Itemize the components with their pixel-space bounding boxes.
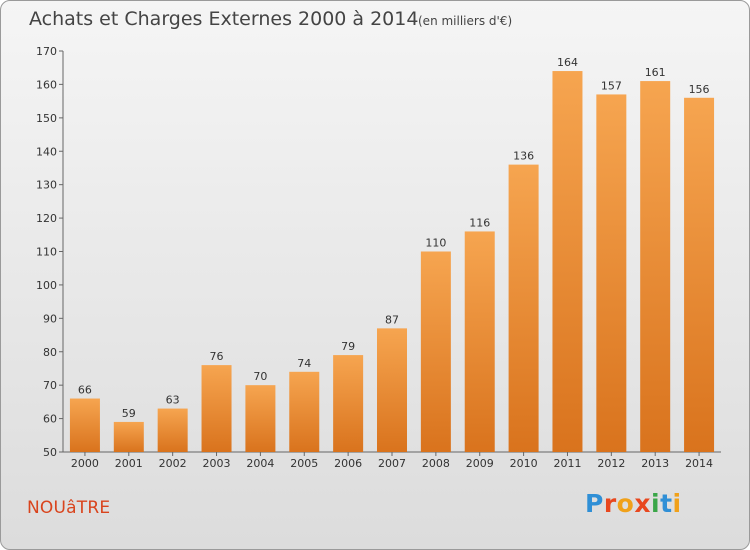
bar-value-label: 87	[385, 313, 399, 326]
y-tick-label: 50	[43, 446, 57, 459]
y-tick-label: 160	[36, 78, 57, 91]
bar-value-label: 63	[166, 394, 180, 407]
chart-subtitle: (en milliers d'€)	[418, 14, 513, 28]
bar-value-label: 164	[557, 56, 578, 69]
bar	[552, 71, 583, 453]
bar	[596, 94, 627, 453]
x-tick-label: 2008	[422, 457, 450, 470]
bar	[289, 371, 320, 452]
x-tick-label: 2004	[246, 457, 274, 470]
bar-value-label: 70	[253, 370, 267, 383]
x-tick-label: 2011	[553, 457, 581, 470]
bar-value-label: 59	[122, 407, 136, 420]
x-tick-label: 2002	[159, 457, 187, 470]
y-tick-label: 110	[36, 246, 57, 259]
y-tick-label: 100	[36, 279, 57, 292]
y-tick-label: 70	[43, 379, 57, 392]
y-tick-label: 140	[36, 145, 57, 158]
y-tick-label: 170	[36, 45, 57, 58]
bar	[69, 398, 100, 452]
bar	[684, 97, 715, 453]
bar-value-label: 161	[645, 66, 666, 79]
bar	[333, 355, 364, 452]
bar-value-label: 76	[210, 350, 224, 363]
x-tick-label: 2005	[290, 457, 318, 470]
bar-value-label: 110	[425, 237, 446, 250]
proxiti-logo: Proxiti	[585, 489, 682, 518]
x-tick-label: 2007	[378, 457, 406, 470]
chart-title: Achats et Charges Externes 2000 à 2014	[29, 8, 419, 30]
bar-value-label: 116	[469, 216, 490, 229]
y-tick-label: 80	[43, 346, 57, 359]
bar-value-label: 156	[689, 83, 710, 96]
bar-value-label: 66	[78, 384, 92, 397]
bar-value-label: 157	[601, 79, 622, 92]
y-tick-label: 120	[36, 212, 57, 225]
bar	[245, 385, 276, 452]
bar	[640, 81, 671, 452]
y-tick-label: 150	[36, 112, 57, 125]
x-tick-label: 2000	[71, 457, 99, 470]
bar	[464, 231, 495, 452]
bar	[377, 328, 407, 452]
bar-value-label: 79	[341, 340, 355, 353]
bar	[201, 365, 232, 452]
x-tick-label: 2001	[115, 457, 143, 470]
x-tick-label: 2009	[466, 457, 494, 470]
bar	[508, 164, 539, 452]
x-tick-label: 2013	[641, 457, 669, 470]
x-tick-label: 2012	[597, 457, 625, 470]
x-tick-label: 2006	[334, 457, 362, 470]
bar	[113, 421, 144, 452]
y-tick-label: 90	[43, 312, 57, 325]
bar	[157, 408, 188, 452]
bar-value-label: 74	[297, 357, 311, 370]
bar	[420, 251, 451, 452]
x-tick-label: 2014	[685, 457, 713, 470]
bar-value-label: 136	[513, 150, 534, 163]
y-tick-label: 130	[36, 179, 57, 192]
commune-name: NOUâTRE	[27, 498, 111, 518]
x-tick-label: 2003	[203, 457, 231, 470]
x-tick-label: 2010	[510, 457, 538, 470]
y-tick-label: 60	[43, 413, 57, 426]
